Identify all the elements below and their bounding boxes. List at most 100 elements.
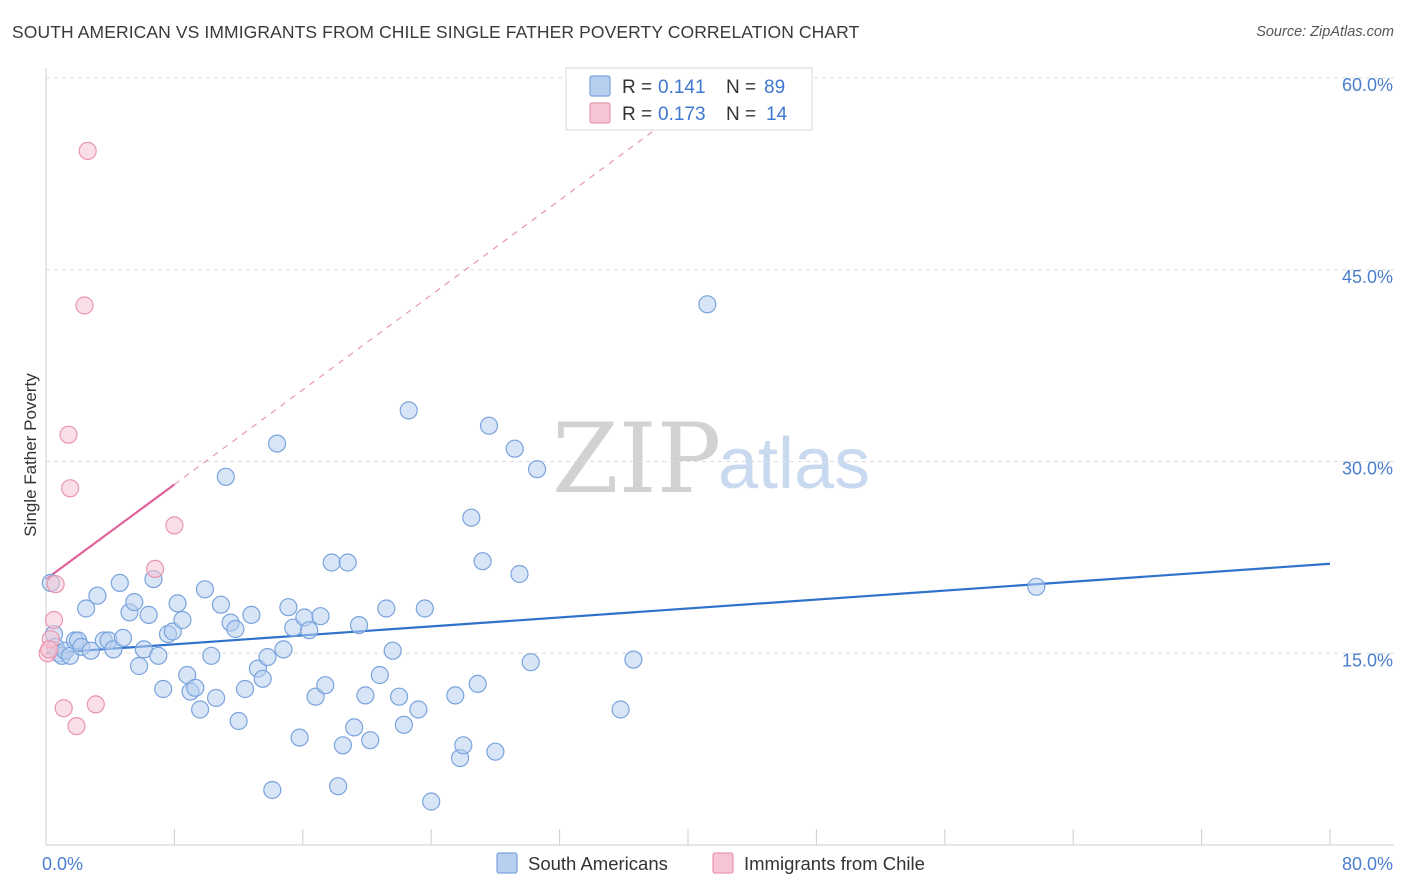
point-south-american-70 [394,715,413,734]
point-south-american-56 [311,607,330,626]
legend-swatch-immigrants-chile [589,102,611,124]
point-south-american-73 [415,599,434,618]
axes [45,68,1394,846]
point-south-american-35 [202,646,221,665]
point-south-american-22 [139,605,158,625]
point-south-american-11 [81,641,101,660]
y-tick-label-0: 15.0% [1342,650,1393,670]
point-south-american-72 [409,700,428,719]
chart-title: SOUTH AMERICAN VS IMMIGRANTS FROM CHILE … [12,22,860,42]
point-chile-6 [60,479,80,498]
point-chile-5 [59,425,78,444]
trend-line-south-americans [45,562,1331,655]
point-south-american-71 [399,401,418,420]
point-south-american-61 [338,553,357,572]
point-south-american-77 [454,736,473,755]
point-south-american-84 [510,564,529,584]
point-chile-12 [165,516,184,535]
point-south-american-12 [88,586,107,605]
point-south-american-46 [258,647,277,667]
point-south-american-49 [274,640,293,659]
y-tick-label-1: 30.0% [1342,459,1393,479]
bottom-legend-label-immigrants-chile: Immigrants from Chile [744,853,925,874]
legend-n-label-0: N = [726,77,756,98]
point-south-american-58 [322,553,341,572]
point-south-american-45 [253,669,272,688]
source-credit: Source: ZipAtlas.com [1256,24,1394,40]
point-south-american-32 [186,678,205,697]
legend-n-label-1: N = [726,104,756,125]
point-chile-4 [54,699,73,718]
bottom-legend: South Americans Immigrants from Chile [496,852,925,874]
y-tick-label-2: 45.0% [1342,267,1393,287]
point-south-american-59 [329,777,348,796]
trend-line-chile [45,483,176,580]
point-south-american-65 [361,731,380,750]
legend-r-value-0: 0.141 [658,77,706,98]
point-south-american-66 [370,665,389,685]
point-south-american-50 [279,598,298,617]
point-south-american-60 [333,736,352,755]
trend-line-chile-extension [174,128,657,485]
y-tick-label-3: 60.0% [1342,75,1393,95]
point-south-american-20 [130,656,149,676]
point-south-american-67 [377,599,396,618]
point-south-american-16 [110,573,129,593]
point-south-american-82 [486,742,505,761]
legend-n-value-0: 89 [764,77,785,98]
bottom-legend-label-south-americans: South Americans [528,853,668,874]
point-south-american-36 [207,688,226,708]
point-south-american-43 [242,605,261,625]
point-south-american-34 [195,580,214,599]
point-chile-11 [146,559,165,579]
gridlines [46,77,1394,654]
watermark-zip: ZIP [552,403,721,515]
point-south-american-64 [356,686,375,705]
point-south-american-54 [300,621,319,640]
point-south-american-87 [611,700,630,719]
point-south-american-25 [154,679,173,699]
point-chile-3 [46,575,65,594]
legend-r-value-1: 0.173 [658,104,706,125]
point-chile-8 [75,296,94,315]
point-south-american-38 [216,467,235,486]
point-south-american-89 [698,295,717,314]
point-chile-9 [78,141,97,160]
point-south-american-62 [345,718,364,737]
point-south-american-17 [113,628,133,648]
point-south-american-74 [422,792,441,811]
point-south-american-68 [383,641,402,660]
point-south-american-88 [624,650,643,669]
point-chile-13 [40,640,59,659]
point-south-american-52 [290,728,309,747]
point-south-american-19 [125,592,144,612]
point-south-american-63 [349,615,369,635]
point-chile-2 [44,610,64,630]
point-south-american-28 [168,594,187,613]
point-chile-7 [67,716,86,736]
point-south-american-10 [76,599,96,618]
tick-labels: 15.0% 30.0% 45.0% 60.0% 0.0% 80.0% [42,75,1393,874]
point-south-american-24 [149,646,168,665]
legend-swatch-south-americans [589,75,611,97]
legend-r-label-0: R = [622,77,652,98]
point-south-american-40 [226,619,245,639]
x-tick-label-min: 0.0% [42,854,83,874]
bottom-legend-swatch-south-americans [496,852,518,874]
point-south-american-42 [235,679,255,699]
data-points [38,141,1046,811]
point-south-american-90 [1027,577,1046,596]
point-south-american-81 [479,416,499,435]
y-axis-label: Single Father Poverty [21,373,40,537]
point-south-american-47 [263,780,282,800]
point-south-american-79 [468,674,487,694]
point-south-american-57 [316,676,335,695]
bottom-legend-swatch-immigrants-chile [712,852,734,874]
point-south-american-29 [173,610,192,630]
legend-n-value-1: 14 [766,104,788,125]
point-chile-10 [86,695,105,714]
legend-r-label-1: R = [622,104,652,125]
point-south-american-48 [268,434,287,453]
point-south-american-83 [505,439,524,458]
